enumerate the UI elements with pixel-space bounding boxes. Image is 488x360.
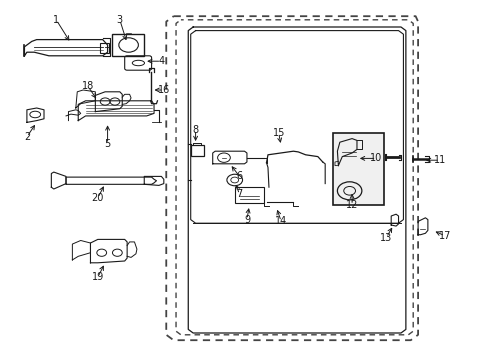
Text: 2: 2 (24, 132, 30, 142)
Bar (100, 43, 109, 53)
Bar (190, 145, 204, 156)
Text: 17: 17 (438, 231, 450, 241)
Text: 15: 15 (272, 128, 285, 138)
Text: 7: 7 (236, 189, 242, 199)
Text: 16: 16 (157, 85, 170, 95)
Text: 10: 10 (369, 153, 382, 163)
Text: 4: 4 (158, 56, 164, 66)
Text: 12: 12 (345, 200, 358, 210)
Text: 6: 6 (236, 171, 242, 181)
Text: 1: 1 (53, 15, 59, 25)
Text: 18: 18 (81, 81, 94, 91)
Text: 9: 9 (244, 215, 249, 225)
Bar (332, 133, 383, 205)
Text: 11: 11 (433, 155, 446, 165)
Text: 8: 8 (192, 125, 198, 135)
Bar (234, 187, 264, 203)
Text: 20: 20 (91, 193, 104, 203)
Text: 3: 3 (117, 15, 122, 25)
Text: 14: 14 (274, 216, 287, 226)
Bar (112, 34, 144, 56)
Text: 19: 19 (91, 272, 104, 282)
Text: 5: 5 (104, 139, 110, 149)
Text: 13: 13 (379, 233, 392, 243)
